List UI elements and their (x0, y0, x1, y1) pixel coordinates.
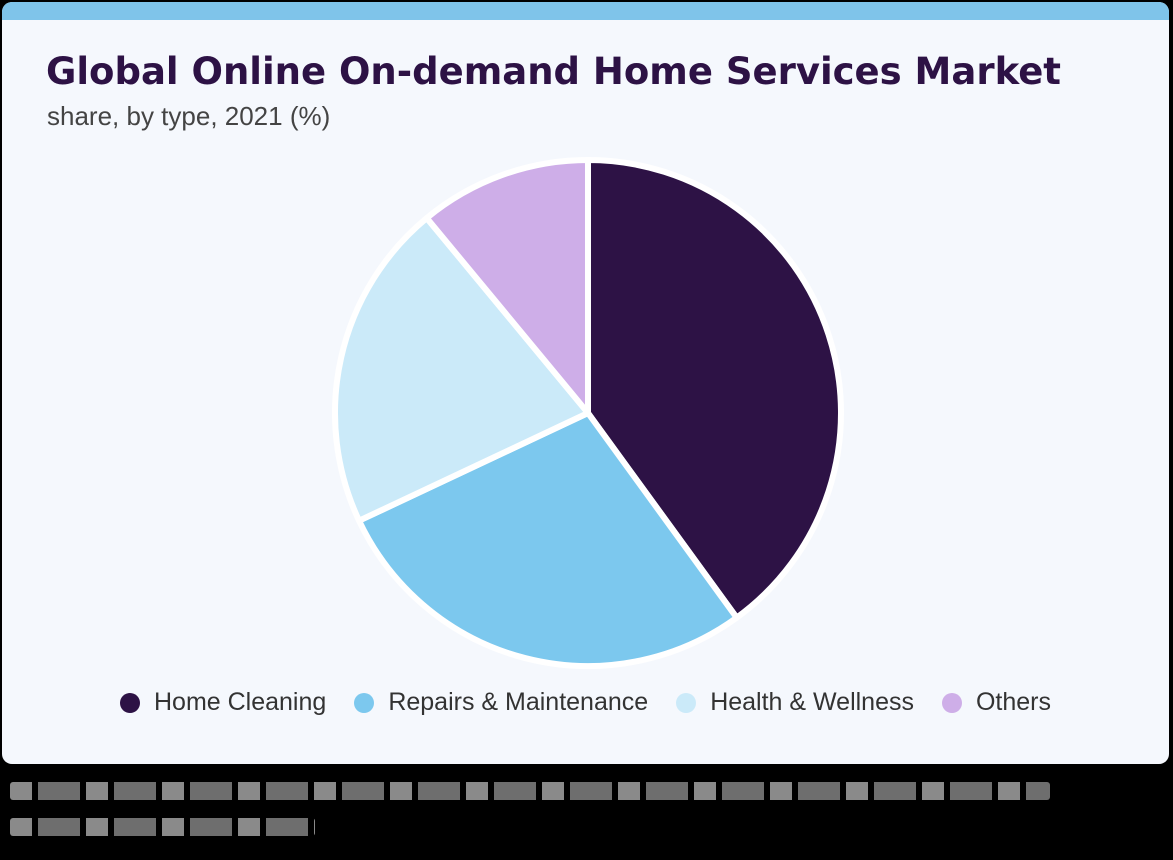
chart-card: Global Online On-demand Home Services Ma… (2, 2, 1169, 764)
chart-subtitle: share, by type, 2021 (%) (47, 101, 331, 131)
legend-swatch (354, 692, 375, 713)
top-accent-bar (2, 2, 1169, 20)
redacted-footer-text (10, 782, 1160, 852)
legend-item: Home Cleaning (119, 688, 327, 717)
legend-item: Others (941, 688, 1052, 717)
legend-item: Repairs & Maintenance (354, 688, 648, 717)
redacted-line (10, 818, 315, 836)
legend-label: Home Cleaning (153, 688, 327, 716)
legend-swatch (119, 692, 140, 713)
legend-label: Others (975, 688, 1052, 716)
pie-chart (332, 157, 844, 669)
legend-label: Repairs & Maintenance (388, 688, 649, 716)
legend-swatch (676, 692, 697, 713)
legend-label: Health & Wellness (710, 688, 914, 716)
pie-slice-health-wellness (332, 215, 591, 524)
redacted-line (10, 782, 1050, 800)
legend-item: Health & Wellness (676, 688, 914, 717)
chart-title: Global Online On-demand Home Services Ma… (46, 50, 1061, 93)
pie-slice-repairs-maintenance (356, 410, 740, 669)
legend-swatch (941, 692, 962, 713)
pie-slice-others (423, 157, 591, 416)
chart-legend: Home Cleaning Repairs & Maintenance Health… (2, 688, 1169, 717)
pie-slice-home-cleaning (585, 157, 844, 621)
